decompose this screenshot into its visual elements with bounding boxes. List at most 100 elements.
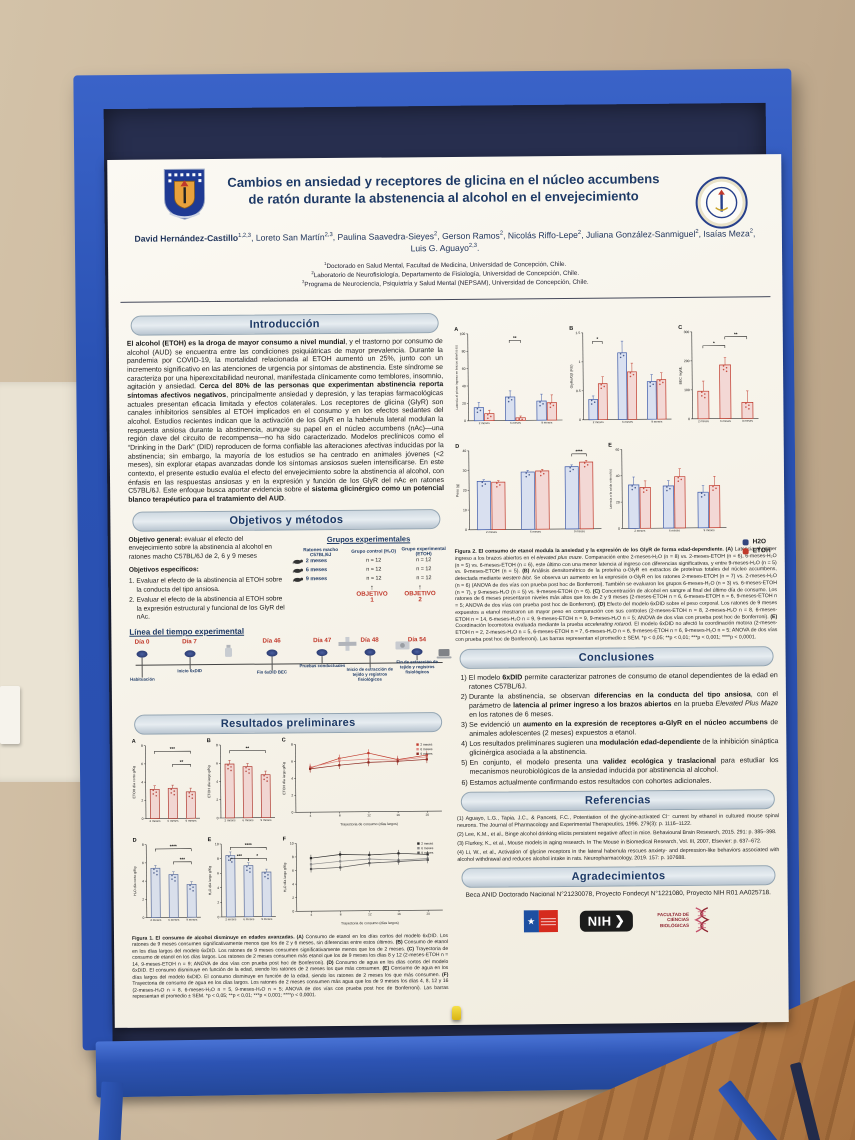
svg-text:2: 2 — [142, 897, 144, 901]
svg-text:9 meses: 9 meses — [186, 917, 198, 921]
svg-text:GlyRα/Gβ (RU): GlyRα/Gβ (RU) — [570, 364, 574, 388]
svg-text:2: 2 — [216, 798, 218, 802]
svg-text:0: 0 — [618, 527, 620, 531]
left-column: Introducción El alcohol (ETOH) es la dro… — [126, 313, 452, 1001]
authors-line: David Hernández-Castillo1,2,3, Loreto Sa… — [134, 228, 756, 253]
svg-text:60: 60 — [615, 448, 619, 452]
timeline-stem — [271, 656, 273, 671]
svg-text:9 meses: 9 meses — [704, 528, 716, 532]
figure1-row2: 0 2 4 6 8 D H₂O día corto g/Kg 2 meses 6 meses 9 … — [131, 833, 448, 933]
svg-text:1.5: 1.5 — [576, 331, 581, 335]
svg-text:B: B — [207, 738, 211, 744]
section-header-conclusiones: Conclusiones — [459, 645, 774, 669]
grupos-col-header: Grupo experimental (ETOH) — [401, 545, 446, 557]
laptop-icon — [436, 648, 452, 659]
timeline-node — [411, 648, 423, 656]
timeline-event-label: Inicio 6xDID — [177, 667, 203, 674]
svg-text:9 meses: 9 meses — [186, 818, 198, 822]
timeline-event: Día 7 Inicio 6xDID — [164, 638, 214, 674]
objetivos-content: Objetivo general: evaluar el efecto del … — [129, 534, 446, 623]
svg-text:10: 10 — [215, 842, 219, 846]
udec-shield-logo — [161, 167, 208, 226]
svg-text:****: **** — [575, 449, 582, 454]
svg-text:9 meses: 9 meses — [651, 420, 663, 424]
svg-text:6: 6 — [216, 761, 218, 765]
legend-item: ETOH — [742, 547, 771, 554]
svg-text:4: 4 — [141, 780, 143, 784]
legend-swatch — [742, 538, 749, 545]
svg-text:20: 20 — [616, 500, 620, 504]
svg-text:8: 8 — [141, 744, 143, 748]
timeline-event: Día 48 Inicio de extracción de tejido y … — [345, 636, 395, 682]
figure1-panel-a: 0 2 4 6 8 A ETOH día corto g/Kg 2 meses 6 meses 9… — [130, 736, 203, 834]
timeline-event-label: Inicio de extracción de tejido y registr… — [346, 666, 394, 682]
conclusion-item: 1) El modelo 6xDID permite caracterizar … — [460, 671, 778, 691]
svg-text:ETOH día largo g/Kg: ETOH día largo g/Kg — [282, 762, 286, 795]
svg-text:2 meses: 2 meses — [479, 421, 491, 425]
svg-text:6 meses: 6 meses — [510, 421, 522, 425]
table-cell-experimental: n = 12 — [416, 574, 432, 581]
svg-text:F: F — [283, 836, 287, 842]
timeline-node — [184, 650, 196, 658]
timeline-day-label: Día 54 — [407, 636, 427, 644]
svg-text:2 meses: 2 meses — [225, 818, 237, 822]
svg-text:6 meses: 6 meses — [243, 818, 255, 822]
timeline-day-label: Día 48 — [360, 636, 379, 644]
svg-text:4: 4 — [310, 814, 312, 818]
svg-text:20: 20 — [463, 489, 467, 493]
objetivo-especifico: 2. Evaluar el efecto de la abstinencia a… — [129, 595, 285, 621]
svg-text:***: *** — [237, 853, 243, 858]
svg-text:4: 4 — [142, 879, 144, 883]
svg-text:16: 16 — [397, 912, 401, 916]
svg-text:6 meses: 6 meses — [243, 917, 255, 921]
table-cell-experimental: n = 12 — [416, 565, 432, 572]
funding-logos: ★ NIH ❯ FACULTAD DE CIENCIAS BIOLÓGICAS — [458, 906, 780, 935]
svg-text:4: 4 — [292, 882, 294, 886]
svg-text:2 meses: 2 meses — [150, 918, 162, 922]
svg-text:9 meses: 9 meses — [261, 818, 273, 822]
plus-maze-icon — [337, 636, 357, 651]
program-seal-logo — [695, 176, 748, 229]
svg-text:A: A — [454, 327, 458, 333]
facultad-ciencias-biologicas-logo: FACULTAD DE CIENCIAS BIOLÓGICAS — [655, 907, 714, 934]
figure1-panel-e: 0 2 4 6 8 10 E H₂O día largo g/Kg 2 meses 6 meses… — [206, 834, 279, 932]
svg-text:9 meses: 9 meses — [261, 917, 273, 921]
agradecimientos-text: Beca ANID Doctorado Nacional N°21230078,… — [465, 889, 771, 900]
svg-text:0: 0 — [465, 528, 467, 532]
table-row-age: 6 meses — [292, 566, 349, 573]
svg-text:Latencia al primer ingreso en: Latencia al primer ingreso en brazos abi… — [454, 345, 459, 409]
figure2-panel-a: 0 20 40 60 80 100 A Latencia al primer ingreso … — [453, 324, 566, 436]
svg-text:9 meses: 9 meses — [742, 419, 754, 423]
mouse-icon — [292, 559, 303, 564]
objetivo-2-pointer: ↑ OBJETIVO 2 — [404, 583, 436, 604]
timeline-event-label: Fin de extracción de tejido y registros … — [396, 658, 438, 675]
svg-text:H₂O día corto g/Kg: H₂O día corto g/Kg — [133, 866, 137, 895]
figure1-row1: 0 2 4 6 8 A ETOH día corto g/Kg 2 meses 6 meses 9… — [130, 734, 447, 834]
svg-text:BEC mg/dL: BEC mg/dL — [679, 366, 683, 384]
svg-text:8: 8 — [291, 742, 293, 746]
timeline-title: Línea del tiempo experimental — [129, 626, 245, 637]
objetivo-pointers: ↑ OBJETIVO 1 ↑ OBJETIVO 2 — [293, 584, 445, 606]
introduccion-body: El alcohol (ETOH) es la droga de mayor c… — [126, 338, 445, 504]
svg-text:8: 8 — [216, 743, 218, 747]
svg-text:2 meses: 2 meses — [486, 530, 498, 534]
svg-text:6 meses: 6 meses — [720, 419, 732, 423]
svg-text:Peso (g): Peso (g) — [456, 484, 460, 497]
svg-text:12: 12 — [368, 912, 372, 916]
svg-text:100: 100 — [460, 332, 466, 336]
svg-text:8: 8 — [340, 912, 342, 916]
svg-text:40: 40 — [462, 384, 466, 388]
recording-rig-icon — [395, 641, 410, 650]
timeline-stem — [141, 657, 143, 678]
svg-text:6: 6 — [142, 861, 144, 865]
poster: Cambios en ansiedad y receptores de glic… — [107, 154, 789, 1028]
svg-text:16: 16 — [396, 813, 400, 817]
timeline-node — [316, 648, 328, 656]
svg-text:C: C — [282, 737, 286, 743]
svg-text:8: 8 — [339, 813, 341, 817]
timeline-events: Día 0 Habituación Día 7 Inicio 6xDID — [129, 636, 445, 682]
table-row-age: 9 meses — [292, 575, 349, 582]
timeline-node — [136, 650, 148, 658]
nih-chevron-icon: ❯ — [614, 913, 626, 928]
